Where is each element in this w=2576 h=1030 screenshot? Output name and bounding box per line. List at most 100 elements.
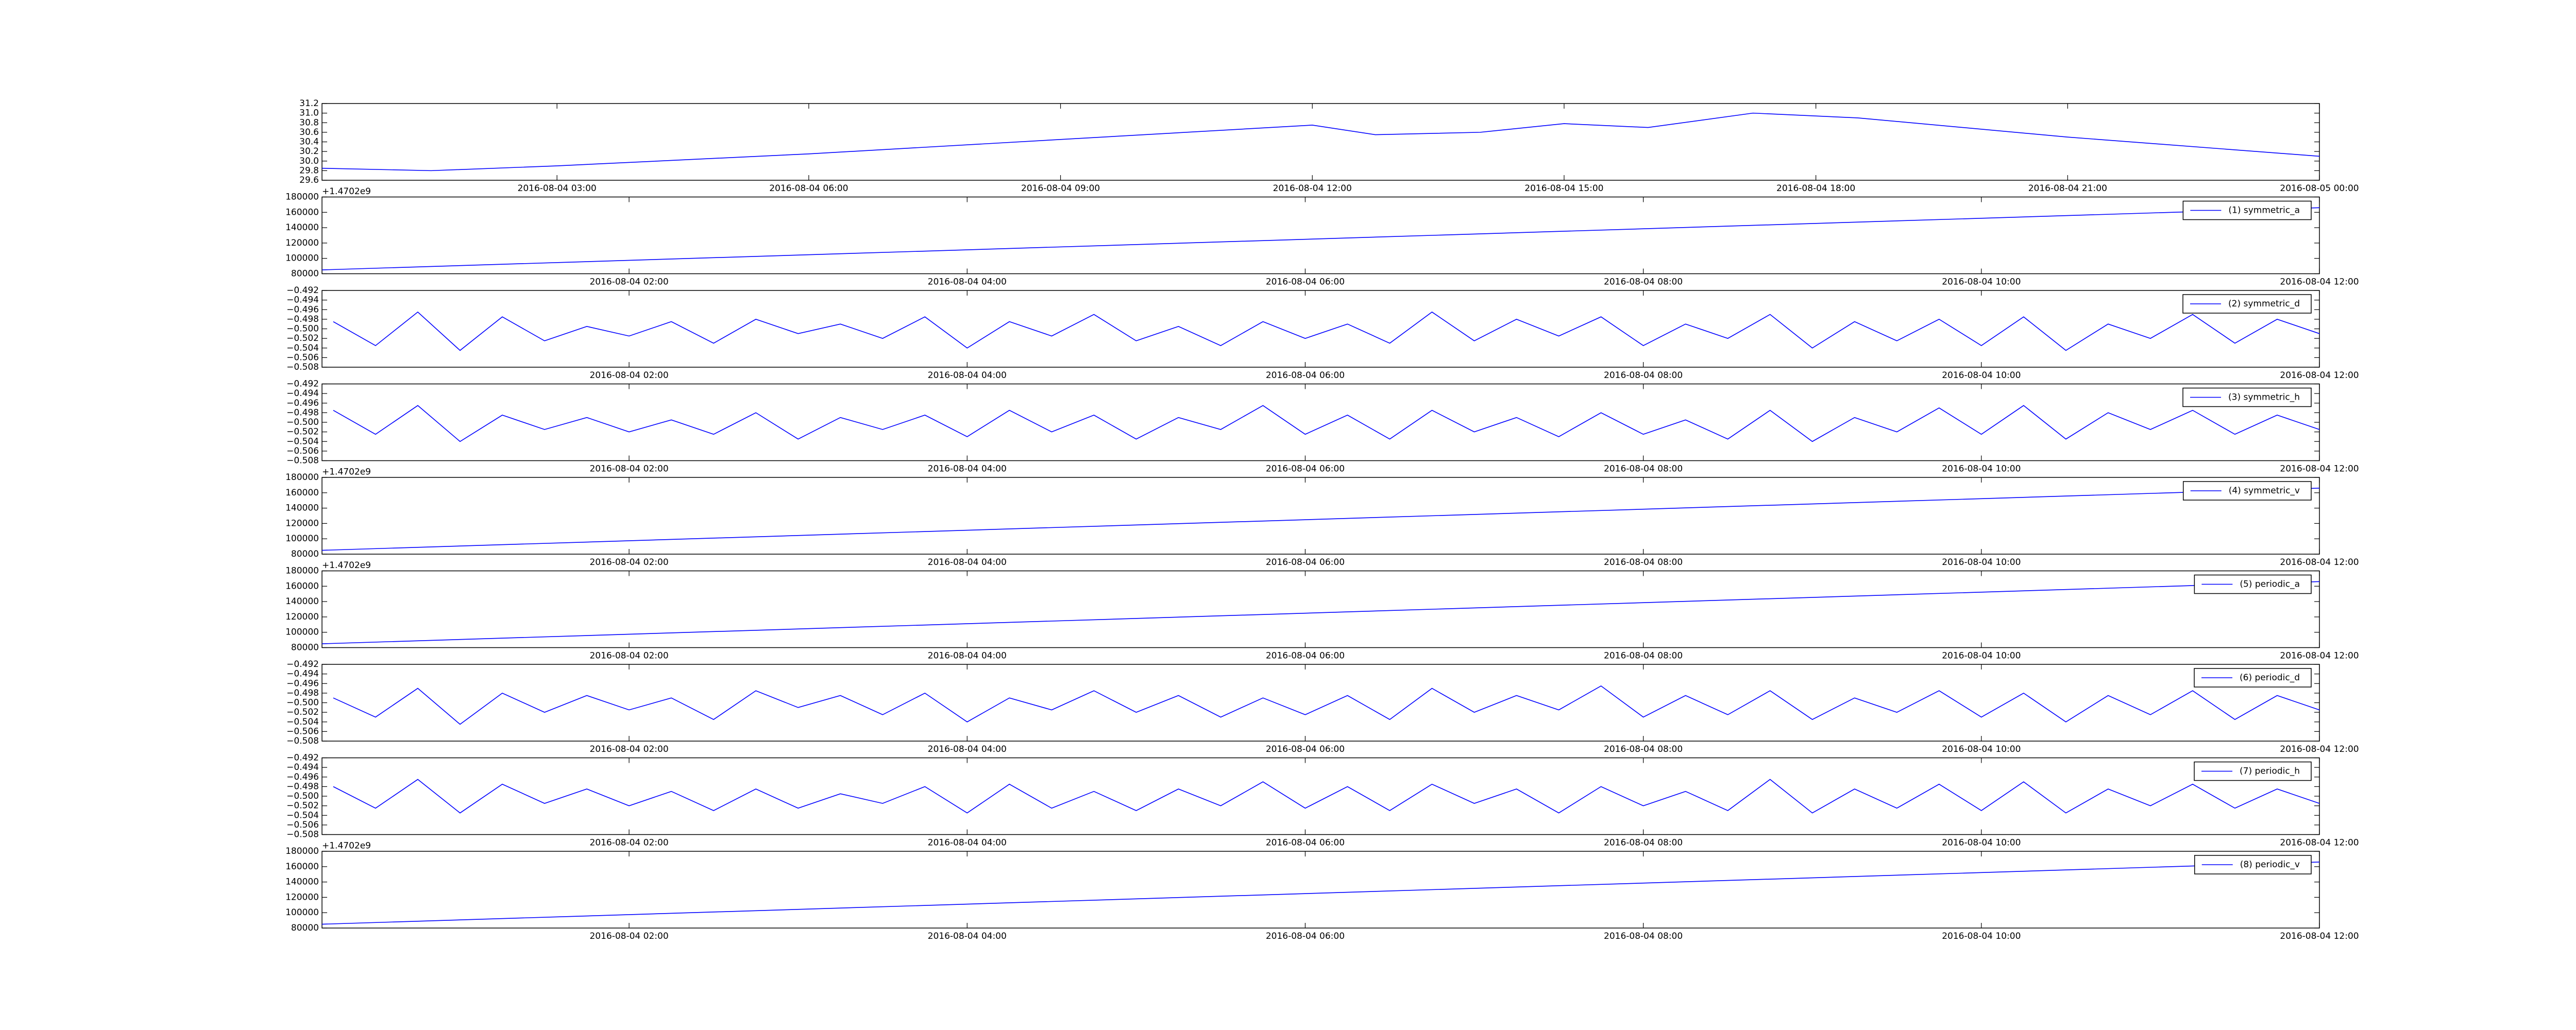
y-tick-label: 30.2 [299, 146, 319, 157]
y-tick-label: −0.504 [286, 436, 319, 447]
x-tick-label: 2016-08-04 04:00 [928, 557, 1007, 568]
legend-label: (8) periodic_v [2240, 860, 2300, 870]
axes-frame [321, 196, 2320, 274]
y-tick-label: 120000 [285, 612, 319, 622]
y-tick-label: −0.504 [286, 343, 319, 353]
x-tick-label: 2016-08-04 10:00 [1942, 838, 2021, 848]
y-tick-label: 160000 [285, 207, 319, 217]
x-tick-label: 2016-08-04 06:00 [1266, 744, 1345, 754]
legend-label: (4) symmetric_v [2229, 486, 2300, 496]
axes-frame [321, 757, 2320, 835]
y-tick-label: −0.508 [286, 456, 319, 466]
series-line [333, 311, 2320, 351]
y-tick-label: −0.492 [286, 753, 319, 763]
x-tick-label: 2016-08-04 06:00 [1266, 370, 1345, 381]
y-tick-label: −0.506 [286, 352, 319, 363]
y-tick-label: −0.498 [286, 407, 319, 418]
x-tick-label: 2016-08-04 08:00 [1604, 838, 1683, 848]
y-tick-label: 100000 [285, 627, 319, 638]
offset-label: +1.4702e9 [322, 467, 371, 477]
series-line [333, 779, 2320, 814]
y-tick-label: 160000 [285, 488, 319, 498]
x-tick-label: 2016-08-04 12:00 [2280, 838, 2359, 848]
y-tick-label: −0.502 [286, 707, 319, 717]
x-tick-label: 2016-08-04 18:00 [1776, 183, 1855, 194]
x-tick-label: 2016-08-04 09:00 [1021, 183, 1100, 194]
legend-label: (6) periodic_d [2240, 673, 2300, 683]
x-tick-label: 2016-08-04 10:00 [1942, 557, 2021, 568]
x-tick-label: 2016-08-04 02:00 [589, 370, 668, 381]
axes-frame [321, 103, 2320, 181]
y-tick-label: −0.502 [286, 427, 319, 437]
series-line [321, 112, 2320, 171]
y-tick-label: −0.498 [286, 314, 319, 324]
x-tick-label: 2016-08-04 02:00 [589, 651, 668, 661]
y-tick-label: −0.498 [286, 688, 319, 698]
y-tick-label: 160000 [285, 581, 319, 591]
x-tick-label: 2016-08-04 12:00 [2280, 651, 2359, 661]
y-tick-label: 140000 [285, 596, 319, 607]
axes-frame [321, 477, 2320, 555]
axes-frame [321, 383, 2320, 461]
x-tick-label: 2016-08-04 12:00 [1273, 183, 1352, 194]
y-tick-label: 120000 [285, 518, 319, 528]
y-tick-label: −0.502 [286, 333, 319, 344]
axes-frame [321, 570, 2320, 648]
legend-label: (5) periodic_a [2240, 579, 2300, 590]
series-line [333, 685, 2320, 725]
y-tick-label: 30.4 [299, 137, 319, 147]
y-tick-label: −0.496 [286, 398, 319, 408]
y-tick-label: 180000 [285, 566, 319, 576]
y-tick-label: −0.494 [286, 762, 319, 772]
x-tick-label: 2016-08-04 12:00 [2280, 557, 2359, 568]
x-tick-label: 2016-08-04 06:00 [1266, 838, 1345, 848]
x-tick-label: 2016-08-04 04:00 [928, 370, 1007, 381]
x-tick-label: 2016-08-04 10:00 [1942, 931, 2021, 941]
y-tick-label: 120000 [285, 238, 319, 248]
y-tick-label: 29.6 [299, 175, 319, 185]
x-tick-label: 2016-08-04 02:00 [589, 838, 668, 848]
x-tick-label: 2016-08-04 08:00 [1604, 931, 1683, 941]
legend-label: (1) symmetric_a [2228, 205, 2300, 216]
x-tick-label: 2016-08-04 12:00 [2280, 744, 2359, 754]
x-tick-label: 2016-08-04 04:00 [928, 464, 1007, 474]
x-tick-label: 2016-08-04 03:00 [518, 183, 597, 194]
y-tick-label: −0.498 [286, 781, 319, 792]
x-tick-label: 2016-08-04 02:00 [589, 744, 668, 754]
x-tick-label: 2016-08-04 04:00 [928, 931, 1007, 941]
y-tick-label: −0.496 [286, 304, 319, 315]
x-tick-label: 2016-08-04 06:00 [1266, 931, 1345, 941]
y-tick-label: 180000 [285, 846, 319, 856]
x-tick-label: 2016-08-04 10:00 [1942, 651, 2021, 661]
y-tick-label: −0.496 [286, 678, 319, 689]
series-line [321, 488, 2320, 551]
x-tick-label: 2016-08-05 00:00 [2280, 183, 2359, 194]
y-tick-label: 100000 [285, 534, 319, 544]
x-tick-label: 2016-08-04 12:00 [2280, 931, 2359, 941]
x-tick-label: 2016-08-04 08:00 [1604, 277, 1683, 287]
offset-label: +1.4702e9 [322, 560, 371, 571]
y-tick-label: 100000 [285, 907, 319, 918]
y-tick-label: −0.506 [286, 726, 319, 736]
series-line [321, 581, 2320, 644]
x-tick-label: 2016-08-04 10:00 [1942, 744, 2021, 754]
y-tick-label: 80000 [291, 549, 319, 559]
y-tick-label: 140000 [285, 503, 319, 513]
x-tick-label: 2016-08-04 02:00 [589, 277, 668, 287]
y-tick-label: −0.506 [286, 446, 319, 456]
x-tick-label: 2016-08-04 08:00 [1604, 651, 1683, 661]
x-tick-label: 2016-08-04 04:00 [928, 277, 1007, 287]
y-tick-label: −0.508 [286, 830, 319, 840]
y-tick-label: 29.8 [299, 165, 319, 176]
y-tick-label: −0.508 [286, 736, 319, 746]
legend-label: (2) symmetric_d [2228, 299, 2300, 309]
series-line [321, 862, 2320, 925]
series-line [333, 405, 2320, 442]
y-tick-label: −0.492 [286, 379, 319, 389]
legend-label: (3) symmetric_h [2228, 392, 2300, 403]
x-tick-label: 2016-08-04 02:00 [589, 464, 668, 474]
series-line [321, 207, 2320, 270]
x-tick-label: 2016-08-04 12:00 [2280, 277, 2359, 287]
